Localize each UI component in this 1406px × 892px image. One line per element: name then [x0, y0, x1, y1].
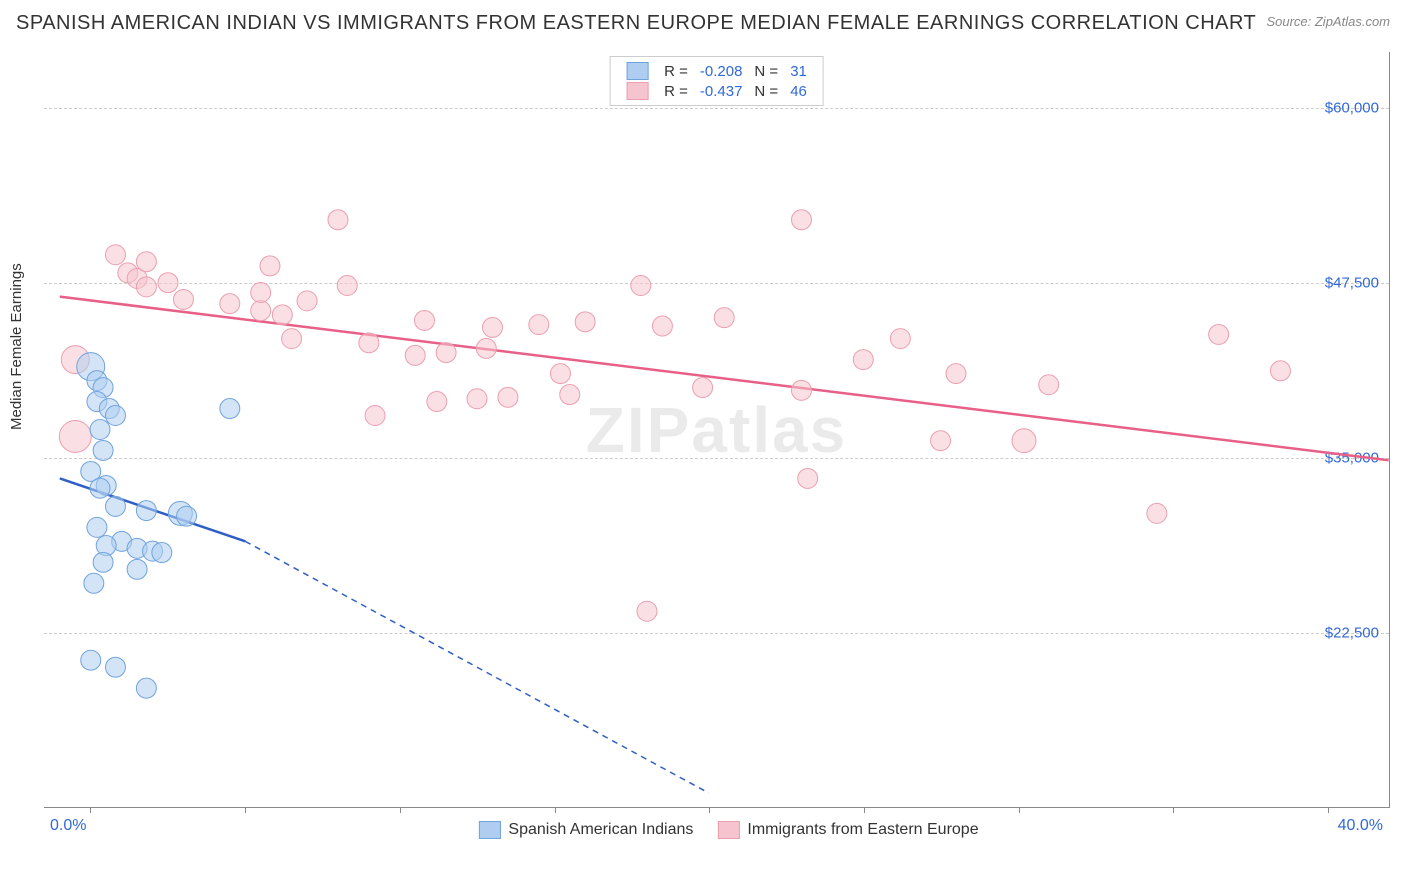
blue-series-point: [177, 506, 197, 526]
plot-area: ZIPatlas R =-0.208N =31R =-0.437N =46 0.…: [44, 52, 1390, 808]
blue-series-point: [136, 678, 156, 698]
pink-series-point: [1039, 375, 1059, 395]
n-value: 31: [784, 61, 813, 81]
r-label: R =: [658, 81, 694, 101]
x-tick: [555, 807, 556, 813]
pink-series-point: [436, 343, 456, 363]
legend-swatch: [478, 821, 500, 839]
n-label: N =: [748, 61, 784, 81]
pink-series-point: [297, 291, 317, 311]
blue-series-point: [87, 517, 107, 537]
pink-series-point: [467, 389, 487, 409]
blue-series-point: [105, 406, 125, 426]
x-tick: [90, 807, 91, 813]
x-axis-min-label: 0.0%: [50, 817, 86, 835]
scatter-chart-svg: [44, 52, 1389, 807]
x-tick: [709, 807, 710, 813]
r-label: R =: [658, 61, 694, 81]
blue-series-point: [93, 440, 113, 460]
pink-series-point: [282, 329, 302, 349]
x-tick: [1019, 807, 1020, 813]
legend-swatch: [626, 82, 648, 100]
blue-series-point: [105, 496, 125, 516]
legend-label: Spanish American Indians: [508, 821, 693, 838]
pink-series-point: [550, 364, 570, 384]
pink-series-point: [652, 316, 672, 336]
legend-swatch: [626, 62, 648, 80]
x-tick: [1328, 807, 1329, 813]
pink-series-point: [637, 601, 657, 621]
pink-series-point: [414, 310, 434, 330]
pink-series-point: [1147, 503, 1167, 523]
pink-series-point: [405, 345, 425, 365]
blue-series-point: [220, 399, 240, 419]
pink-series-point: [136, 277, 156, 297]
y-axis-label: Median Female Earnings: [8, 263, 25, 430]
legend-row: R =-0.208N =31: [620, 61, 813, 81]
pink-series-point: [529, 315, 549, 335]
x-tick: [400, 807, 401, 813]
pink-series-point: [482, 317, 502, 337]
blue-series-point: [84, 573, 104, 593]
x-tick: [1173, 807, 1174, 813]
pink-series-point: [328, 210, 348, 230]
blue-series-point: [105, 657, 125, 677]
n-label: N =: [748, 81, 784, 101]
pink-series-point: [158, 273, 178, 293]
blue-series-point: [152, 543, 172, 563]
x-tick: [245, 807, 246, 813]
x-tick: [864, 807, 865, 813]
pink-series-point: [337, 276, 357, 296]
pink-series-point: [931, 431, 951, 451]
legend-label: Immigrants from Eastern Europe: [747, 821, 978, 838]
correlation-legend: R =-0.208N =31R =-0.437N =46: [609, 56, 824, 106]
x-axis-max-label: 40.0%: [1338, 817, 1383, 835]
legend-swatch: [717, 821, 739, 839]
chart-header: SPANISH AMERICAN INDIAN VS IMMIGRANTS FR…: [16, 12, 1390, 42]
pink-series-point: [173, 289, 193, 309]
pink-series-point: [105, 245, 125, 265]
blue-series-point: [93, 552, 113, 572]
n-value: 46: [784, 81, 813, 101]
pink-series-point: [476, 338, 496, 358]
pink-series-point: [220, 294, 240, 314]
pink-series-point: [427, 392, 447, 412]
blue-series-trendline-extrapolated: [245, 541, 709, 793]
blue-series-point: [136, 501, 156, 521]
pink-series-point: [791, 380, 811, 400]
pink-series-point: [693, 378, 713, 398]
chart-source: Source: ZipAtlas.com: [1266, 14, 1390, 29]
pink-series-point: [498, 387, 518, 407]
pink-series-point: [365, 406, 385, 426]
pink-series-point: [251, 282, 271, 302]
pink-series-point: [260, 256, 280, 276]
pink-series-point: [136, 252, 156, 272]
pink-series-point: [890, 329, 910, 349]
pink-series-point: [59, 421, 91, 453]
blue-series-point: [90, 420, 110, 440]
pink-series-point: [798, 468, 818, 488]
blue-series-point: [127, 559, 147, 579]
pink-series-point: [631, 276, 651, 296]
pink-series-point: [946, 364, 966, 384]
blue-series-point: [81, 650, 101, 670]
pink-series-point: [1270, 361, 1290, 381]
pink-series-point: [272, 305, 292, 325]
pink-series-point: [853, 350, 873, 370]
pink-series-point: [560, 385, 580, 405]
pink-series-point: [359, 333, 379, 353]
pink-series-point: [1012, 429, 1036, 453]
blue-series-point: [90, 478, 110, 498]
r-value: -0.437: [694, 81, 749, 101]
pink-series-point: [575, 312, 595, 332]
pink-series-point: [791, 210, 811, 230]
legend-row: R =-0.437N =46: [620, 81, 813, 101]
pink-series-point: [1209, 324, 1229, 344]
pink-series-point: [714, 308, 734, 328]
series-legend: Spanish American Indians Immigrants from …: [454, 821, 978, 839]
chart-title: SPANISH AMERICAN INDIAN VS IMMIGRANTS FR…: [16, 12, 1256, 34]
pink-series-point: [251, 301, 271, 321]
r-value: -0.208: [694, 61, 749, 81]
